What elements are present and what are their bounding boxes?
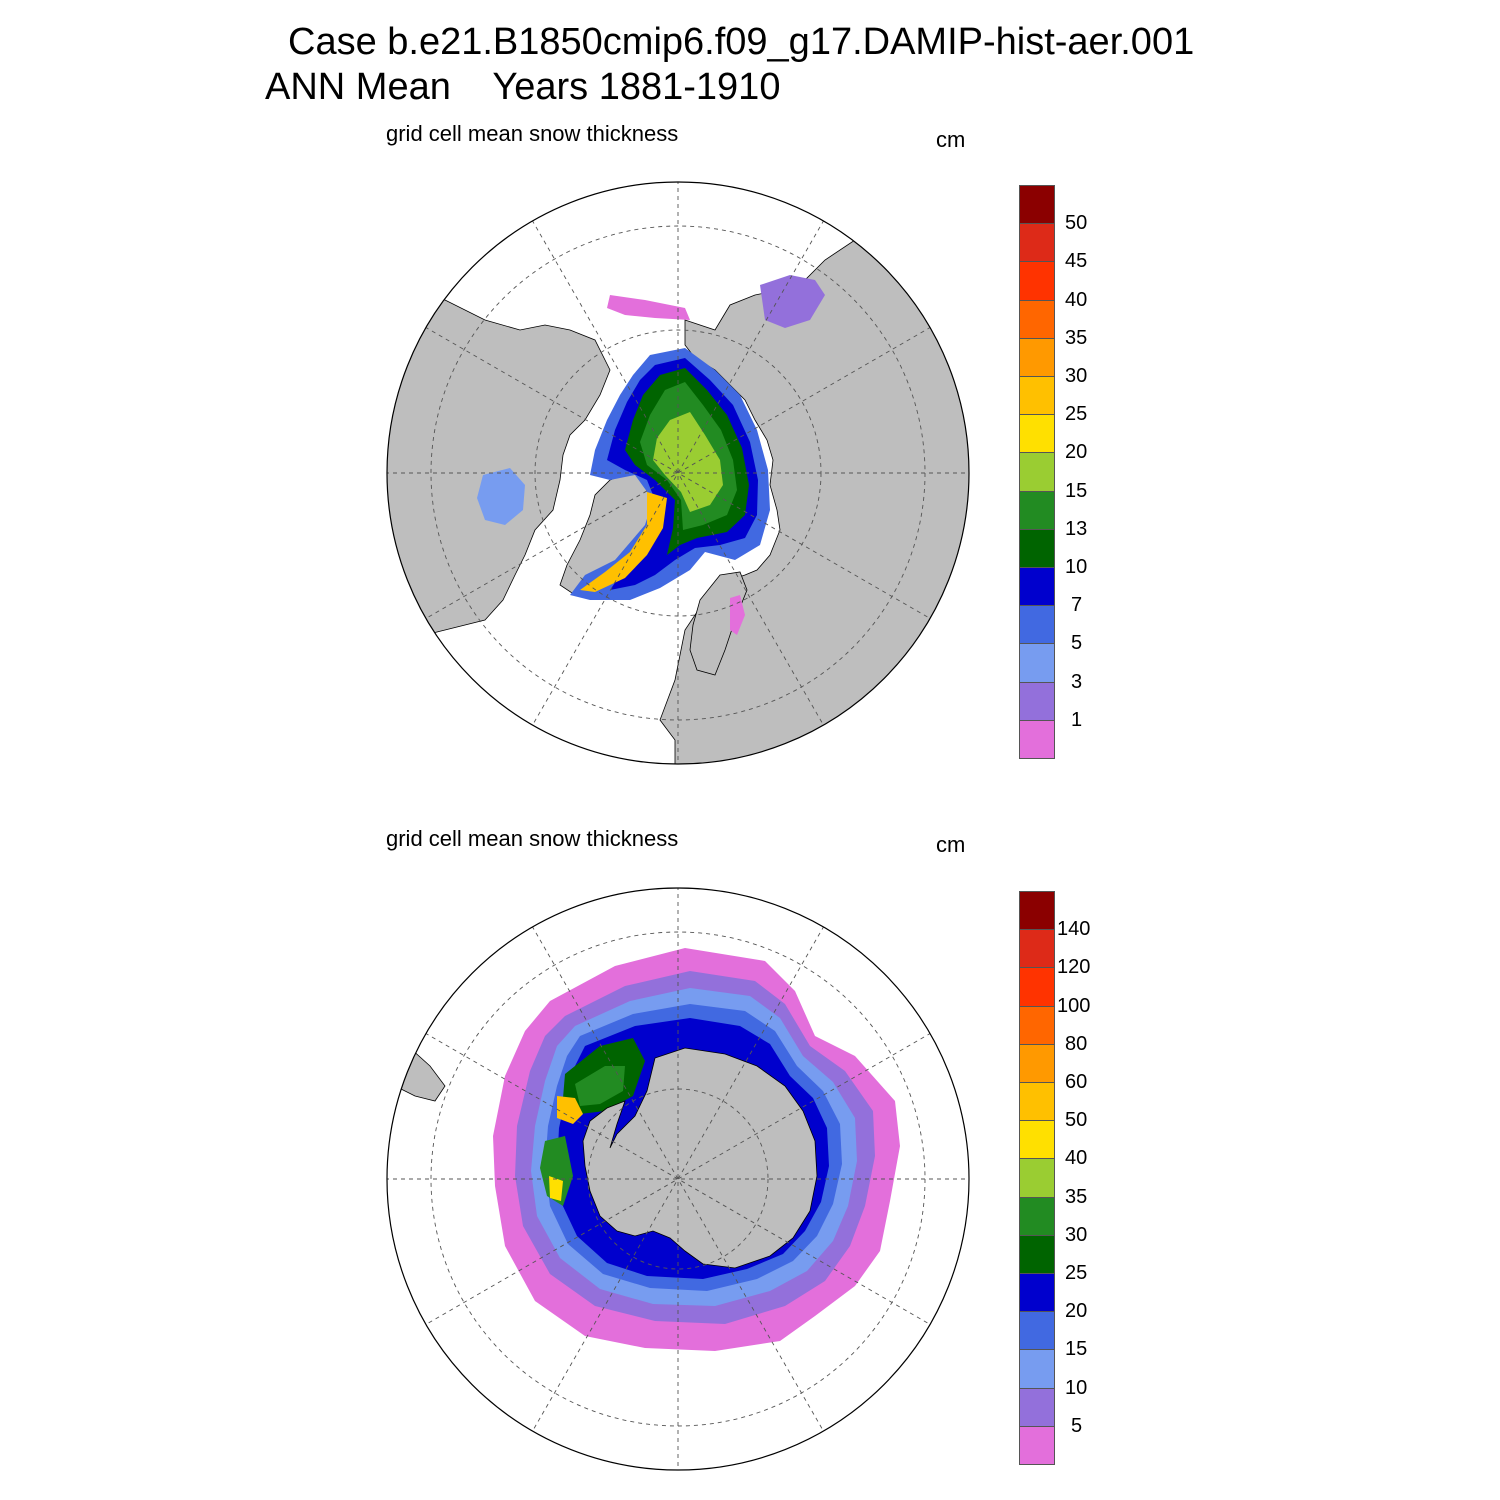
snow-field-25-greenland-edge — [580, 492, 667, 592]
colorbar-tick-label: 45 — [1065, 250, 1088, 273]
colorbar-swatch — [1019, 1387, 1055, 1427]
panel-title-north: grid cell mean snow thickness — [386, 121, 679, 146]
colorbar-tick-label: 40 — [1065, 1147, 1088, 1170]
colorbar-swatch — [1019, 567, 1055, 607]
colorbar-tick-label: 7 — [1071, 594, 1083, 617]
colorbar-swatch — [1019, 891, 1055, 931]
colorbar-swatch — [1019, 414, 1055, 454]
colorbar-swatch — [1019, 643, 1055, 683]
snow-field-hudson-bay — [477, 468, 525, 525]
north-polar-map — [386, 181, 970, 765]
colorbar-swatch — [1019, 376, 1055, 416]
colorbar-swatch — [1019, 261, 1055, 301]
snow-patch-weddell-lightgreen — [575, 1066, 625, 1106]
panel-title-south: grid cell mean snow thickness — [386, 826, 679, 851]
colorbar-tick-label: 80 — [1065, 1032, 1088, 1055]
colorbar-swatch — [1019, 967, 1055, 1007]
colorbar-swatch — [1019, 1425, 1055, 1465]
colorbar-swatch — [1019, 1120, 1055, 1160]
colorbar-tick-label: 20 — [1065, 441, 1088, 464]
colorbar-swatch — [1019, 528, 1055, 568]
colorbar-swatch — [1019, 223, 1055, 263]
colorbar-tick-label: 30 — [1065, 365, 1088, 387]
colorbar-tick-label: 5 — [1071, 1414, 1083, 1437]
colorbar-tick-label: 5 — [1071, 632, 1083, 655]
colorbar-north: 1 3 5 7 10 13 15 20 25 30 35 40 45 50 — [1019, 185, 1087, 759]
snow-field-bering-edge — [607, 295, 690, 320]
colorbar-tick-label: 50 — [1065, 1109, 1088, 1132]
colorbar-swatch — [1019, 1005, 1055, 1045]
snow-field-20 — [653, 412, 723, 512]
graticule-north — [387, 182, 969, 764]
snow-patch-bellingshausen — [540, 1136, 573, 1206]
figure-title-period: ANN Mean Years 1881-1910 — [265, 66, 781, 108]
colorbar-tick-label: 25 — [1065, 403, 1088, 426]
colorbar-tick-label: 15 — [1065, 479, 1088, 502]
snow-field-baltic — [730, 595, 745, 635]
colorbar-south: 5 10 15 20 25 30 35 40 50 60 80 100 120 140 — [1019, 891, 1090, 1465]
figure-title-case: Case b.e21.B1850cmip6.f09_g17.DAMIP-hist… — [288, 21, 1195, 63]
colorbar-swatch — [1019, 1234, 1055, 1274]
colorbar-tick-label: 50 — [1065, 212, 1088, 235]
colorbar-tick-label: 60 — [1065, 1071, 1088, 1093]
colorbar-tick-label: 1 — [1071, 708, 1083, 731]
landmass-north-america — [387, 279, 611, 651]
colorbar-tick-label: 35 — [1065, 326, 1088, 349]
colorbar-swatch — [1019, 1196, 1055, 1236]
colorbar-swatch — [1019, 452, 1055, 492]
colorbar-swatch — [1019, 929, 1055, 969]
colorbar-tick-label: 20 — [1065, 1300, 1088, 1323]
colorbar-tick-label: 120 — [1057, 956, 1091, 979]
colorbar-swatch — [1019, 299, 1055, 339]
graticule-south — [387, 888, 969, 1470]
colorbar-swatch — [1019, 1311, 1055, 1351]
colorbar-swatch — [1019, 1082, 1055, 1122]
colorbar-tick-label: 40 — [1065, 288, 1088, 311]
colorbar-swatch — [1019, 605, 1055, 645]
colorbar-swatch — [1019, 719, 1055, 759]
colorbar-tick-label: 15 — [1065, 1338, 1088, 1361]
colorbar-tick-label: 13 — [1065, 517, 1088, 540]
snow-field-okhotsk — [760, 275, 825, 328]
colorbar-tick-label: 30 — [1065, 1223, 1088, 1246]
panel-units-south: cm — [936, 832, 966, 857]
colorbar-swatch — [1019, 681, 1055, 721]
colorbar-swatch — [1019, 185, 1055, 225]
colorbar-tick-label: 25 — [1065, 1262, 1088, 1284]
colorbar-swatch — [1019, 1158, 1055, 1198]
snow-patch-weddell-yellow — [557, 1096, 583, 1124]
panel-units-north: cm — [936, 127, 966, 152]
map-border-north — [386, 181, 970, 765]
colorbar-tick-label: 10 — [1065, 556, 1088, 578]
landmass-antarctica — [582, 1047, 818, 1269]
colorbar-tick-label: 140 — [1057, 918, 1091, 941]
map-border-south — [386, 887, 970, 1471]
colorbar-tick-label: 35 — [1065, 1185, 1088, 1208]
colorbar-swatch — [1019, 1349, 1055, 1389]
snow-patch-amundsen-yellow — [549, 1176, 563, 1201]
colorbar-tick-label: 3 — [1071, 670, 1083, 693]
colorbar-swatch — [1019, 1273, 1055, 1313]
colorbar-tick-label: 100 — [1057, 994, 1091, 1017]
south-polar-map — [386, 887, 970, 1471]
colorbar-swatch — [1019, 1043, 1055, 1083]
colorbar-swatch — [1019, 490, 1055, 530]
colorbar-swatch — [1019, 337, 1055, 377]
colorbar-tick-label: 10 — [1065, 1376, 1088, 1399]
